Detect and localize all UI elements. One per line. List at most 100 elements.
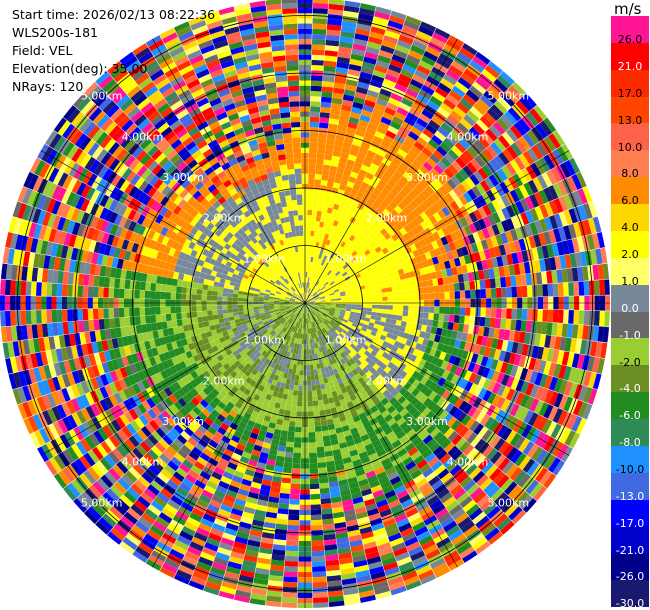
- velocity-gate: [384, 566, 400, 576]
- velocity-gate: [334, 422, 342, 429]
- velocity-gate: [597, 264, 605, 280]
- velocity-gate: [306, 307, 310, 313]
- velocity-gate: [338, 119, 349, 127]
- velocity-gate: [337, 188, 345, 196]
- velocity-gate: [252, 519, 265, 527]
- velocity-gate: [240, 416, 250, 425]
- velocity-gate: [360, 313, 367, 318]
- velocity-gate: [134, 479, 147, 492]
- velocity-gate: [147, 366, 156, 377]
- velocity-gate: [349, 364, 356, 372]
- velocity-gate: [163, 351, 172, 361]
- velocity-gate: [568, 310, 574, 324]
- velocity-gate: [233, 330, 240, 337]
- velocity-gate: [329, 309, 336, 312]
- velocity-gate: [491, 257, 499, 268]
- velocity-gate: [192, 570, 209, 581]
- velocity-gate: [458, 358, 466, 369]
- velocity-gate: [364, 249, 371, 256]
- velocity-gate: [493, 100, 508, 115]
- velocity-gate: [312, 560, 326, 567]
- velocity-gate: [390, 388, 399, 397]
- velocity-gate: [523, 410, 534, 424]
- velocity-gate: [425, 46, 441, 58]
- velocity-gate: [402, 456, 414, 467]
- velocity-gate: [310, 322, 314, 328]
- velocity-gate: [318, 293, 324, 297]
- velocity-gate: [232, 393, 241, 402]
- velocity-gate: [331, 390, 338, 398]
- velocity-gate: [308, 173, 316, 180]
- velocity-gate: [383, 561, 399, 571]
- velocity-gate: [318, 195, 325, 202]
- velocity-gate: [412, 521, 426, 532]
- velocity-gate: [331, 339, 337, 346]
- velocity-gate: [214, 338, 221, 346]
- velocity-gate: [400, 337, 408, 345]
- velocity-gate: [310, 290, 315, 295]
- velocity-gate: [449, 231, 458, 242]
- velocity-gate: [325, 305, 331, 308]
- velocity-gate: [399, 326, 406, 333]
- velocity-gate: [348, 228, 355, 235]
- velocity-gate: [381, 556, 397, 566]
- velocity-gate: [290, 325, 294, 332]
- velocity-gate: [336, 366, 342, 374]
- velocity-gate: [361, 373, 369, 381]
- velocity-gate: [205, 404, 215, 414]
- velocity-gate: [158, 512, 173, 524]
- velocity-gate: [284, 322, 290, 328]
- velocity-gate: [275, 311, 282, 315]
- velocity-gate: [392, 400, 402, 410]
- velocity-gate: [172, 381, 182, 391]
- velocity-gate: [573, 222, 582, 238]
- velocity-gate: [335, 300, 342, 303]
- velocity-gate: [404, 59, 419, 70]
- velocity-gate: [314, 257, 319, 264]
- velocity-gate: [313, 405, 320, 412]
- velocity-gate: [336, 432, 345, 439]
- velocity-gate: [290, 306, 296, 309]
- velocity-gate: [408, 406, 418, 416]
- velocity-gate: [428, 215, 438, 225]
- velocity-gate: [217, 426, 227, 436]
- velocity-gate: [310, 303, 316, 305]
- velocity-gate: [374, 444, 384, 453]
- velocity-gate: [106, 488, 120, 502]
- velocity-gate: [242, 353, 249, 360]
- velocity-gate: [477, 229, 486, 241]
- velocity-gate: [284, 340, 290, 347]
- velocity-gate: [523, 182, 534, 196]
- velocity-gate: [534, 372, 544, 386]
- velocity-gate: [306, 349, 310, 355]
- velocity-gate: [383, 381, 392, 390]
- velocity-gate: [308, 426, 316, 433]
- velocity-gate: [277, 376, 283, 383]
- velocity-gate: [326, 460, 336, 468]
- velocity-gate: [561, 323, 569, 338]
- velocity-gate: [507, 107, 522, 122]
- velocity-gate: [348, 176, 357, 184]
- velocity-gate: [329, 486, 340, 493]
- velocity-gate: [339, 562, 354, 570]
- velocity-gate: [486, 337, 494, 348]
- velocity-gate: [375, 6, 392, 16]
- velocity-gate: [365, 228, 373, 236]
- velocity-gate: [401, 399, 411, 409]
- velocity-gate: [84, 435, 96, 450]
- velocity-gate: [290, 307, 296, 311]
- velocity-gate: [357, 516, 370, 525]
- velocity-gate: [351, 200, 360, 208]
- velocity-gate: [307, 312, 310, 319]
- velocity-gate: [109, 484, 124, 499]
- velocity-gate: [199, 399, 209, 409]
- velocity-gate: [539, 334, 547, 348]
- velocity-gate: [297, 306, 302, 311]
- velocity-gate: [432, 562, 448, 574]
- velocity-gate: [274, 460, 284, 468]
- velocity-gate: [426, 157, 437, 168]
- velocity-gate: [282, 591, 298, 598]
- velocity-gate: [227, 561, 242, 570]
- velocity-gate: [394, 359, 403, 368]
- velocity-gate: [320, 286, 326, 291]
